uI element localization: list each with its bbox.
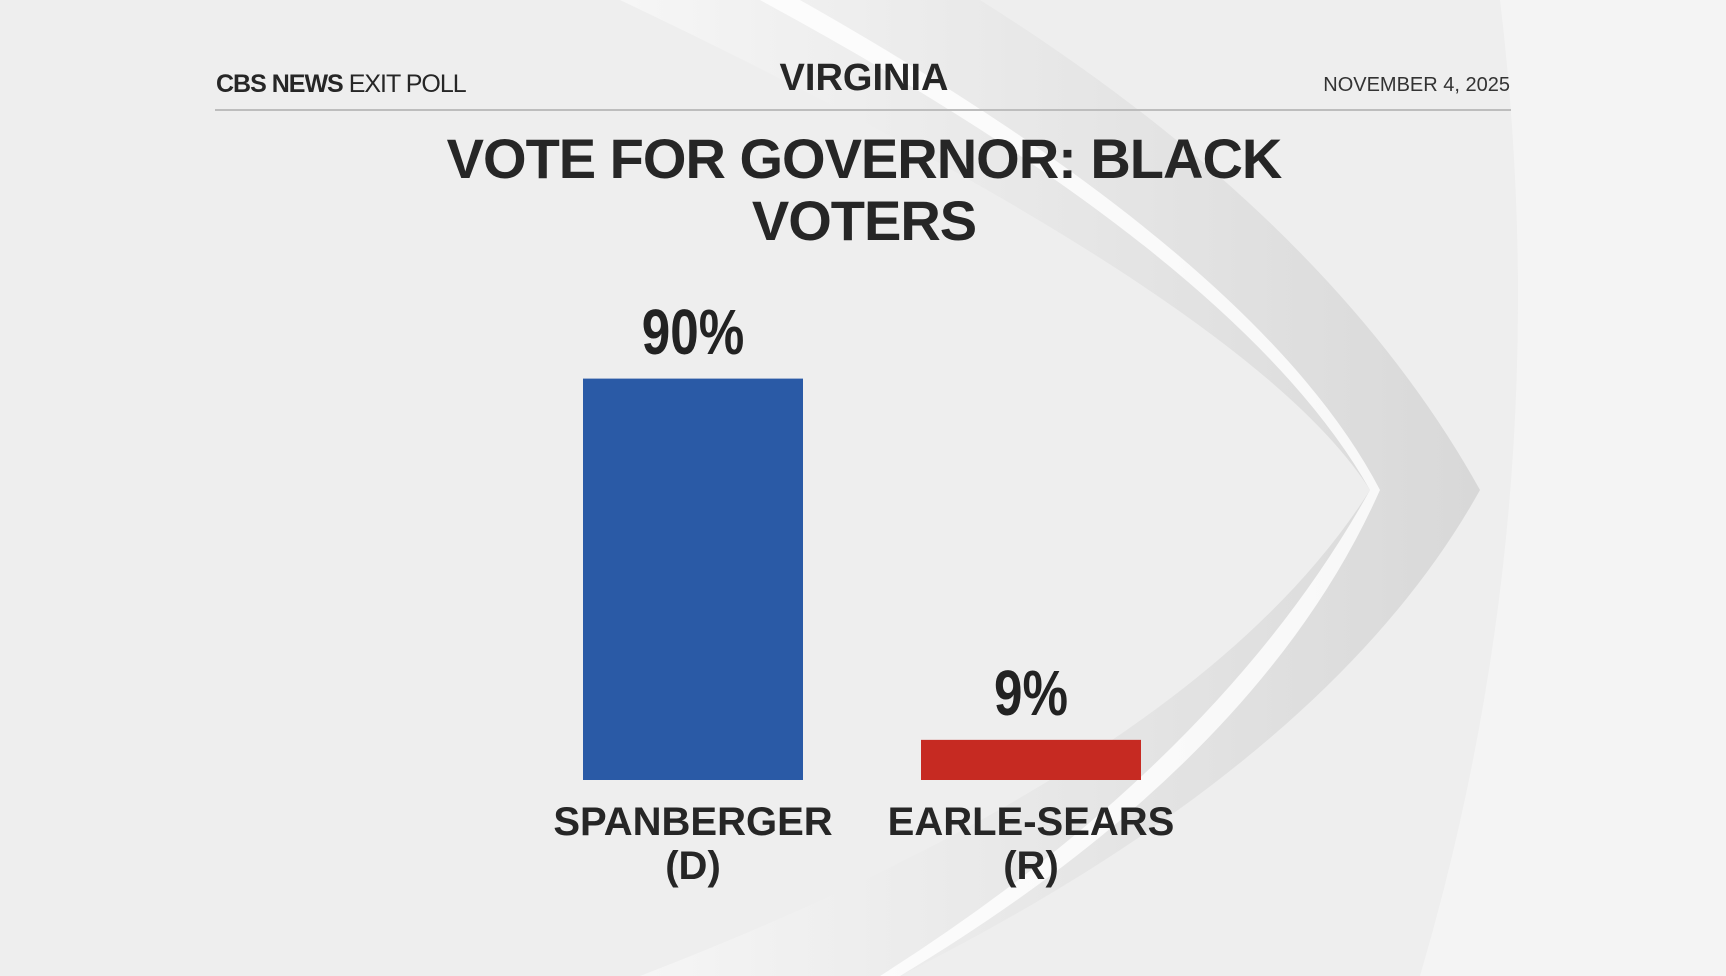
source-name: CBS NEWS [216,70,344,98]
value-label: 90% [641,295,745,368]
date: NOVEMBER 4, 2025 [1323,74,1510,96]
chart-title: VOTE FOR GOVERNOR: BLACK VOTERS [446,127,1283,252]
source: CBS NEWS EXIT POLL [216,70,467,99]
bar [583,378,803,780]
category-label: SPANBERGER (D) [553,800,833,888]
value-label: 9% [994,656,1068,729]
subtitle: VIRGINIA [779,57,949,99]
bar [921,739,1141,780]
category-label: EARLE-SEARS (R) [887,800,1175,888]
source-detail: EXIT POLL [348,70,467,98]
header-rule [215,109,1511,111]
